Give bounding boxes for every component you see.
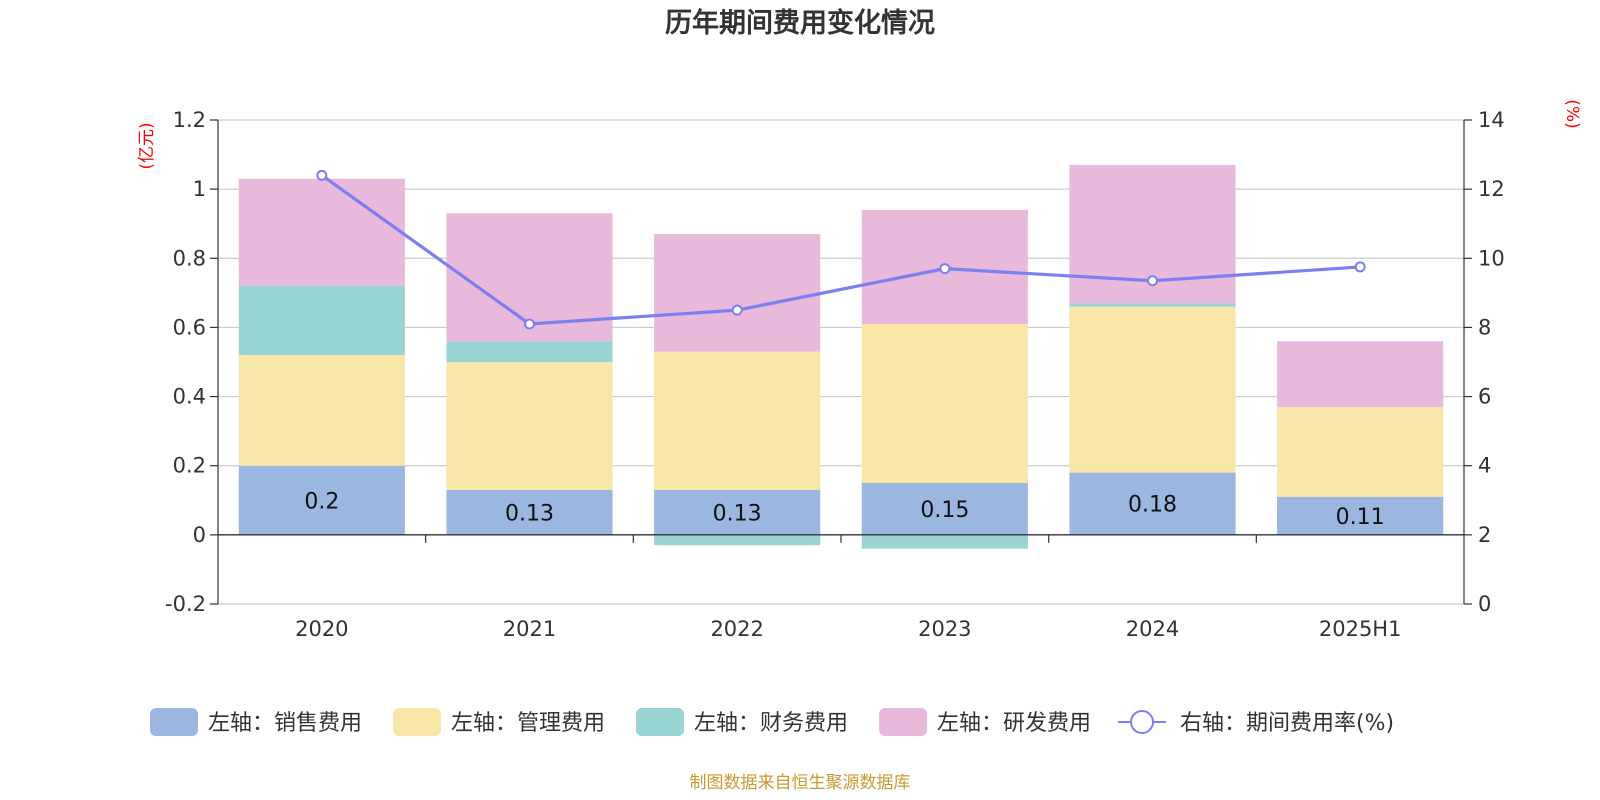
x-tick-label: 2022 [710, 617, 763, 641]
bar-1-2021 [446, 362, 613, 490]
legend-label: 左轴：销售费用 [208, 711, 362, 736]
legend-label: 左轴：财务费用 [694, 711, 848, 736]
axes: -0.2 0 0.2 0.4 0.6 0.8 1 1.2 0 2 4 6 8 10 12 14 2020 2021… [165, 108, 1505, 641]
right-tick-label: 2 [1478, 523, 1491, 547]
bar-2-2020 [238, 285, 405, 356]
legend-item-2[interactable]: 左轴：财务费用 [636, 708, 848, 736]
right-tick-label: 8 [1478, 315, 1491, 339]
right-tick-label: 14 [1478, 108, 1505, 132]
data-label: 0.13 [505, 501, 554, 526]
data-label: 0.13 [713, 501, 762, 526]
bar-3-2022 [654, 234, 821, 352]
x-tick-label: 2021 [503, 617, 556, 641]
rate-point-2021 [524, 318, 535, 330]
bar-1-2023 [861, 323, 1028, 483]
legend-item-3[interactable]: 左轴：研发费用 [879, 708, 1091, 736]
right-tick-label: 12 [1478, 177, 1505, 201]
right-tick-label: 6 [1478, 385, 1491, 409]
rate-point-2020 [316, 169, 328, 181]
legend-item-1[interactable]: 左轴：管理费用 [393, 708, 605, 736]
bar-0-2020 [238, 465, 405, 535]
source-note: 制图数据来自恒生聚源数据库 [690, 773, 911, 793]
right-tick-label: 4 [1478, 454, 1491, 478]
bar-0-2023 [861, 483, 1028, 535]
data-label: 0.15 [920, 498, 969, 523]
legend-swatch [393, 708, 441, 736]
bar-1-2020 [238, 355, 405, 466]
rate-point-2024 [1147, 275, 1158, 287]
bar-1-2024 [1069, 306, 1236, 473]
left-tick-label: 1.2 [173, 108, 206, 132]
data-labels: 0.2 0.13 0.13 0.15 0.18 0.11 [304, 489, 1384, 530]
x-tick-label: 2023 [918, 617, 971, 641]
bar-1-2022 [654, 351, 821, 490]
bar-0-2022 [654, 489, 821, 535]
bar-2-2021 [446, 341, 613, 362]
bar-2-2023 [861, 534, 1028, 549]
x-tick-label: 2024 [1126, 617, 1179, 641]
left-axis-unit: (亿元) [137, 122, 157, 169]
rate-point-2025H1 [1354, 261, 1366, 273]
left-tick-label: 0.8 [173, 246, 206, 270]
chart-title: 历年期间费用变化情况 [665, 7, 935, 39]
rate-line-path [320, 174, 1361, 326]
bar-0-2025H1 [1277, 496, 1444, 535]
left-tick-label: 1 [193, 177, 206, 201]
legend-label: 左轴：研发费用 [937, 711, 1091, 736]
data-label: 0.2 [304, 489, 339, 514]
bars [238, 164, 1444, 549]
bar-3-2020 [238, 178, 405, 286]
rate-line [316, 169, 1366, 330]
legend-swatch [879, 708, 927, 736]
right-tick-label: 10 [1478, 246, 1505, 270]
right-axis-unit: (%) [1562, 99, 1582, 128]
legend-item-4[interactable]: 右轴：期间费用率(%) [1118, 710, 1394, 736]
bar-2-2022 [654, 534, 821, 546]
right-tick-label: 0 [1478, 592, 1491, 616]
bar-3-2025H1 [1277, 341, 1444, 407]
bar-1-2025H1 [1277, 406, 1444, 497]
left-tick-label: -0.2 [165, 592, 206, 616]
left-tick-label: 0.4 [173, 385, 206, 409]
bar-0-2024 [1069, 472, 1236, 535]
bar-2-2024 [1069, 303, 1236, 307]
data-label: 0.11 [1336, 505, 1385, 530]
legend-item-0[interactable]: 左轴：销售费用 [150, 708, 362, 736]
left-tick-label: 0 [193, 523, 206, 547]
rate-point-2022 [731, 304, 743, 316]
legend: 左轴：销售费用 左轴：管理费用 左轴：财务费用 左轴：研发费用 右轴：期间费用率(%) [150, 708, 1394, 736]
x-tick-label: 2020 [295, 617, 348, 641]
left-tick-label: 0.2 [173, 454, 206, 478]
bar-0-2021 [446, 489, 613, 535]
x-tick-label: 2025H1 [1319, 617, 1402, 641]
rate-point-2023 [939, 263, 951, 275]
legend-label: 左轴：管理费用 [451, 711, 605, 736]
data-label: 0.18 [1128, 493, 1177, 518]
legend-swatch [636, 708, 684, 736]
legend-marker [1130, 710, 1154, 734]
left-tick-label: 0.6 [173, 315, 206, 339]
legend-label: 右轴：期间费用率(%) [1180, 711, 1394, 736]
legend-swatch [150, 708, 198, 736]
